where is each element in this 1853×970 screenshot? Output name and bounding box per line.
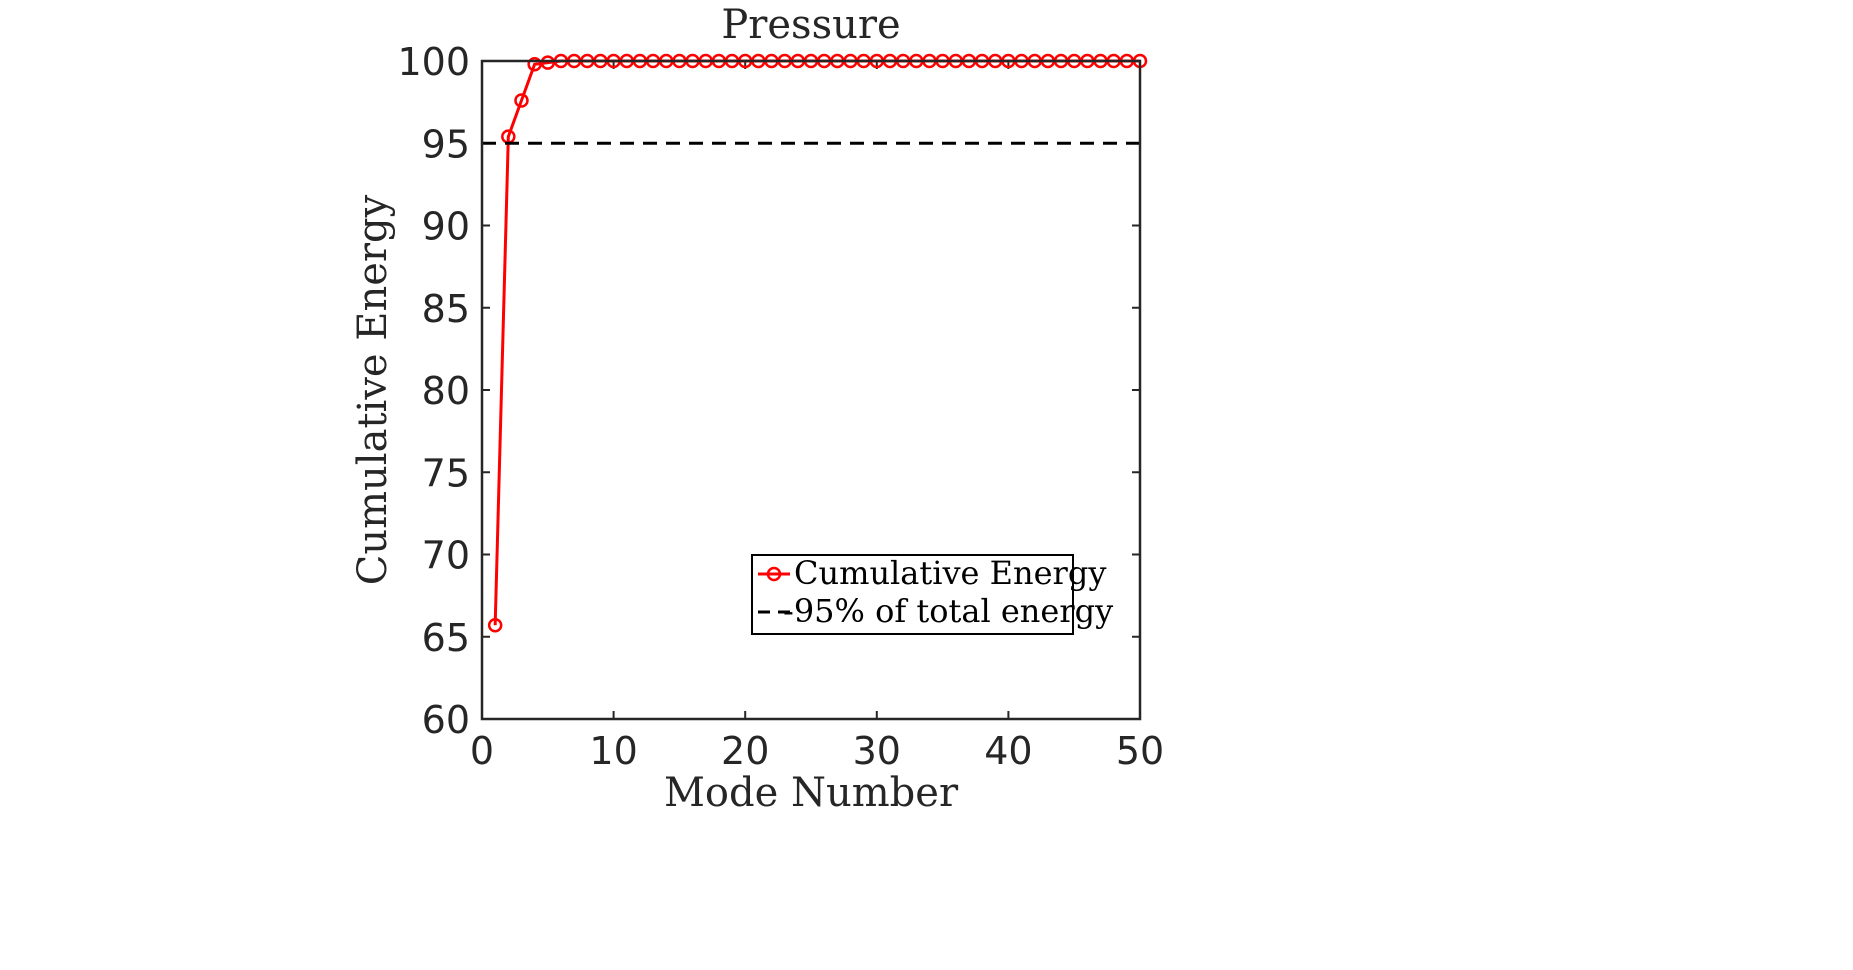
x-tick-label: 10 — [589, 729, 637, 773]
legend-label-cumulative-energy: Cumulative Energy — [794, 554, 1106, 592]
data-point — [487, 617, 503, 633]
legend: Cumulative Energy -95% of total energy — [751, 554, 1113, 635]
y-tick-label: 100 — [397, 40, 470, 84]
legend-marker-cumulative-energy — [766, 566, 782, 582]
axes-box — [480, 59, 1142, 721]
series-layer — [482, 53, 1148, 633]
y-tick-label: 80 — [422, 369, 470, 413]
y-tick-label: 85 — [422, 287, 470, 331]
x-tick-label: 30 — [853, 729, 901, 773]
x-tick-label: 50 — [1116, 729, 1164, 773]
data-point — [527, 57, 542, 72]
x-axis-label: Mode Number — [664, 770, 959, 816]
y-tick-label: 90 — [422, 205, 470, 249]
data-point — [514, 93, 529, 108]
data-point — [540, 55, 556, 70]
legend-label-95-percent: -95% of total energy — [783, 592, 1113, 630]
y-tick-label: 70 — [422, 534, 470, 578]
ticks-layer: 0 10 20 30 40 50 60 65 70 75 80 85 90 95 100 — [397, 40, 1164, 773]
y-tick-label: 60 — [422, 698, 470, 742]
y-tick-label: 95 — [422, 122, 470, 166]
y-axis-label: Cumulative Energy — [350, 194, 396, 585]
x-tick-label: 0 — [470, 729, 494, 773]
legend-box — [751, 554, 1074, 635]
x-tick-label: 40 — [984, 729, 1032, 773]
chart-title: Pressure — [721, 2, 900, 48]
y-tick-label: 65 — [422, 616, 470, 660]
y-tick-label: 75 — [422, 451, 470, 495]
series-line-0 — [493, 59, 1140, 626]
x-tick-label: 20 — [721, 729, 769, 773]
